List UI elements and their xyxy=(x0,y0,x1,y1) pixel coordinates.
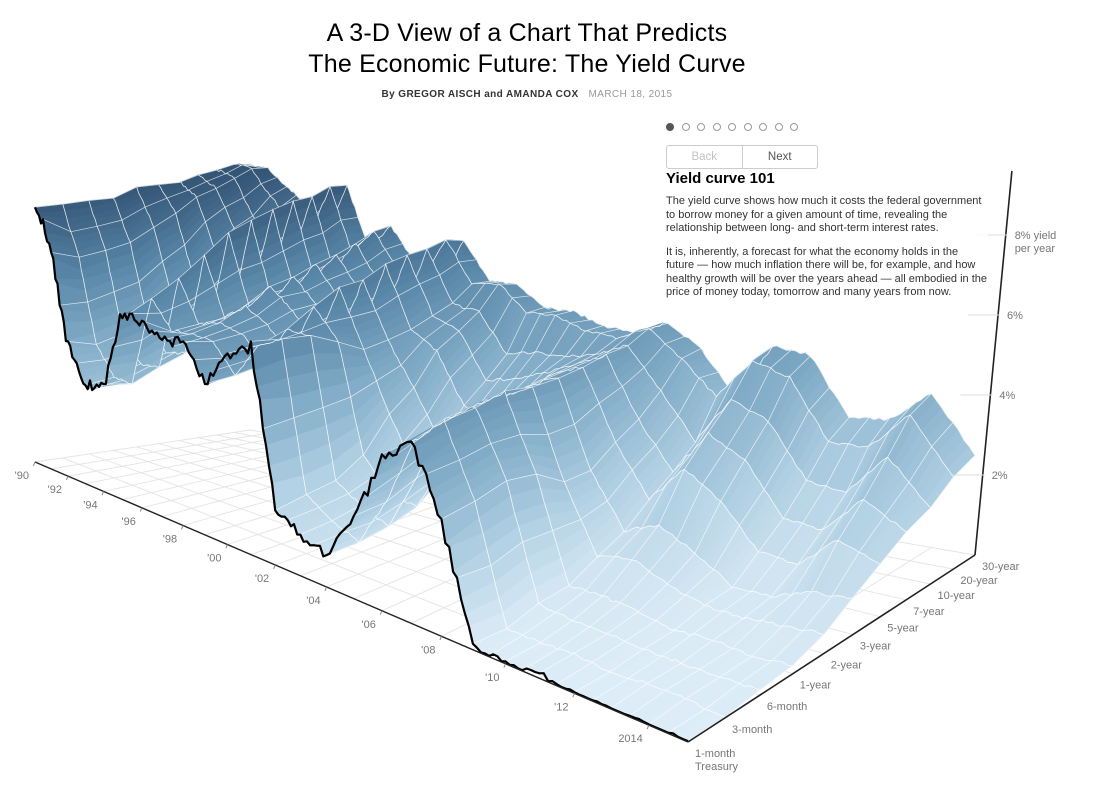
time-axis xyxy=(34,461,689,743)
maturity-tick-label: 1-year xyxy=(800,680,832,692)
back-button[interactable]: Back xyxy=(667,146,743,168)
title-block: A 3-D View of a Chart That Predicts The … xyxy=(0,18,1054,100)
maturity-tick-label: 3-year xyxy=(860,641,892,653)
time-tick-label: '12 xyxy=(554,701,568,713)
progress-dot[interactable] xyxy=(666,123,674,131)
maturity-tick-label: 5-year xyxy=(887,623,919,635)
maturity-tick-label: 30-year xyxy=(982,561,1020,573)
time-tick-label: '00 xyxy=(207,553,221,565)
maturity-tick-label: 1-month xyxy=(695,748,735,760)
publish-date: MARCH 18, 2015 xyxy=(588,89,673,100)
surface-band xyxy=(113,186,825,666)
progress-dot[interactable] xyxy=(774,123,783,131)
maturity-tick-label: 6-month xyxy=(767,701,807,713)
surface-band xyxy=(34,203,726,742)
yield-tick-label: 6% xyxy=(1007,310,1023,322)
time-tick-label: '94 xyxy=(83,499,97,511)
maturity-tick-label: 20-year xyxy=(960,575,998,587)
time-tick-label: '90 xyxy=(15,470,29,482)
maturity-tick-label: 7-year xyxy=(913,606,945,618)
progress-dot[interactable] xyxy=(743,123,752,131)
time-tick-label: '06 xyxy=(362,619,376,631)
progress-dot[interactable] xyxy=(759,123,767,131)
time-tick-label: '98 xyxy=(163,534,177,546)
time-tick-label: '02 xyxy=(255,573,269,585)
byline: By GREGOR AISCH and AMANDA COX MARCH 18, … xyxy=(0,89,1054,100)
story-stepper: Back Next xyxy=(666,120,996,169)
yield-axis-unit: per year xyxy=(1015,243,1056,255)
short-rate-front-line xyxy=(33,206,689,743)
yield-tick-label: 2% xyxy=(992,470,1008,482)
annotation-panel: Yield curve 101 The yield curve shows ho… xyxy=(666,170,988,314)
panel-heading: Yield curve 101 xyxy=(666,170,775,187)
time-tick-label: 2014 xyxy=(618,733,642,745)
page-title-line2: The Economic Future: The Yield Curve xyxy=(308,50,746,78)
maturity-axis-note: Treasury xyxy=(695,761,738,773)
progress-dots xyxy=(666,120,996,134)
progress-dot[interactable] xyxy=(681,123,690,131)
axis-labels: '90 '92 '94 '96 '98 '00 '02 '04 '06 '08 '10 '12 2014… xyxy=(15,230,1057,773)
surface-band xyxy=(216,163,954,509)
progress-dot[interactable] xyxy=(790,123,798,131)
surface-band xyxy=(197,169,931,533)
progress-dot[interactable] xyxy=(712,123,721,131)
maturity-tick-label: 10-year xyxy=(938,590,976,602)
panel-paragraph-1: The yield curve shows how much it costs … xyxy=(666,195,982,234)
yield-tick-label: 8% yield xyxy=(1015,230,1057,242)
byline-authors: By GREGOR AISCH and AMANDA COX xyxy=(381,89,579,100)
time-tick-label: '08 xyxy=(421,644,435,656)
panel-paragraph-2: It is, inherently, a forecast for what t… xyxy=(666,245,988,299)
time-tick-label: '10 xyxy=(485,672,499,684)
next-button[interactable]: Next xyxy=(767,151,792,163)
progress-dot[interactable] xyxy=(697,123,705,131)
stepper-buttons: Back Next xyxy=(666,145,818,169)
time-tick-label: '92 xyxy=(48,484,62,496)
progress-dot[interactable] xyxy=(728,123,736,131)
time-tick-label: '04 xyxy=(306,595,320,607)
yield-surface xyxy=(33,163,976,743)
maturity-tick-label: 3-month xyxy=(732,724,772,736)
time-tick-label: '96 xyxy=(122,516,136,528)
maturity-tick-label: 2-year xyxy=(831,660,863,672)
yield-tick-label: 4% xyxy=(999,390,1015,402)
surface-band xyxy=(136,184,854,636)
maturity-axis xyxy=(687,554,976,743)
page-title-line1: A 3-D View of a Chart That Predicts xyxy=(326,19,728,47)
